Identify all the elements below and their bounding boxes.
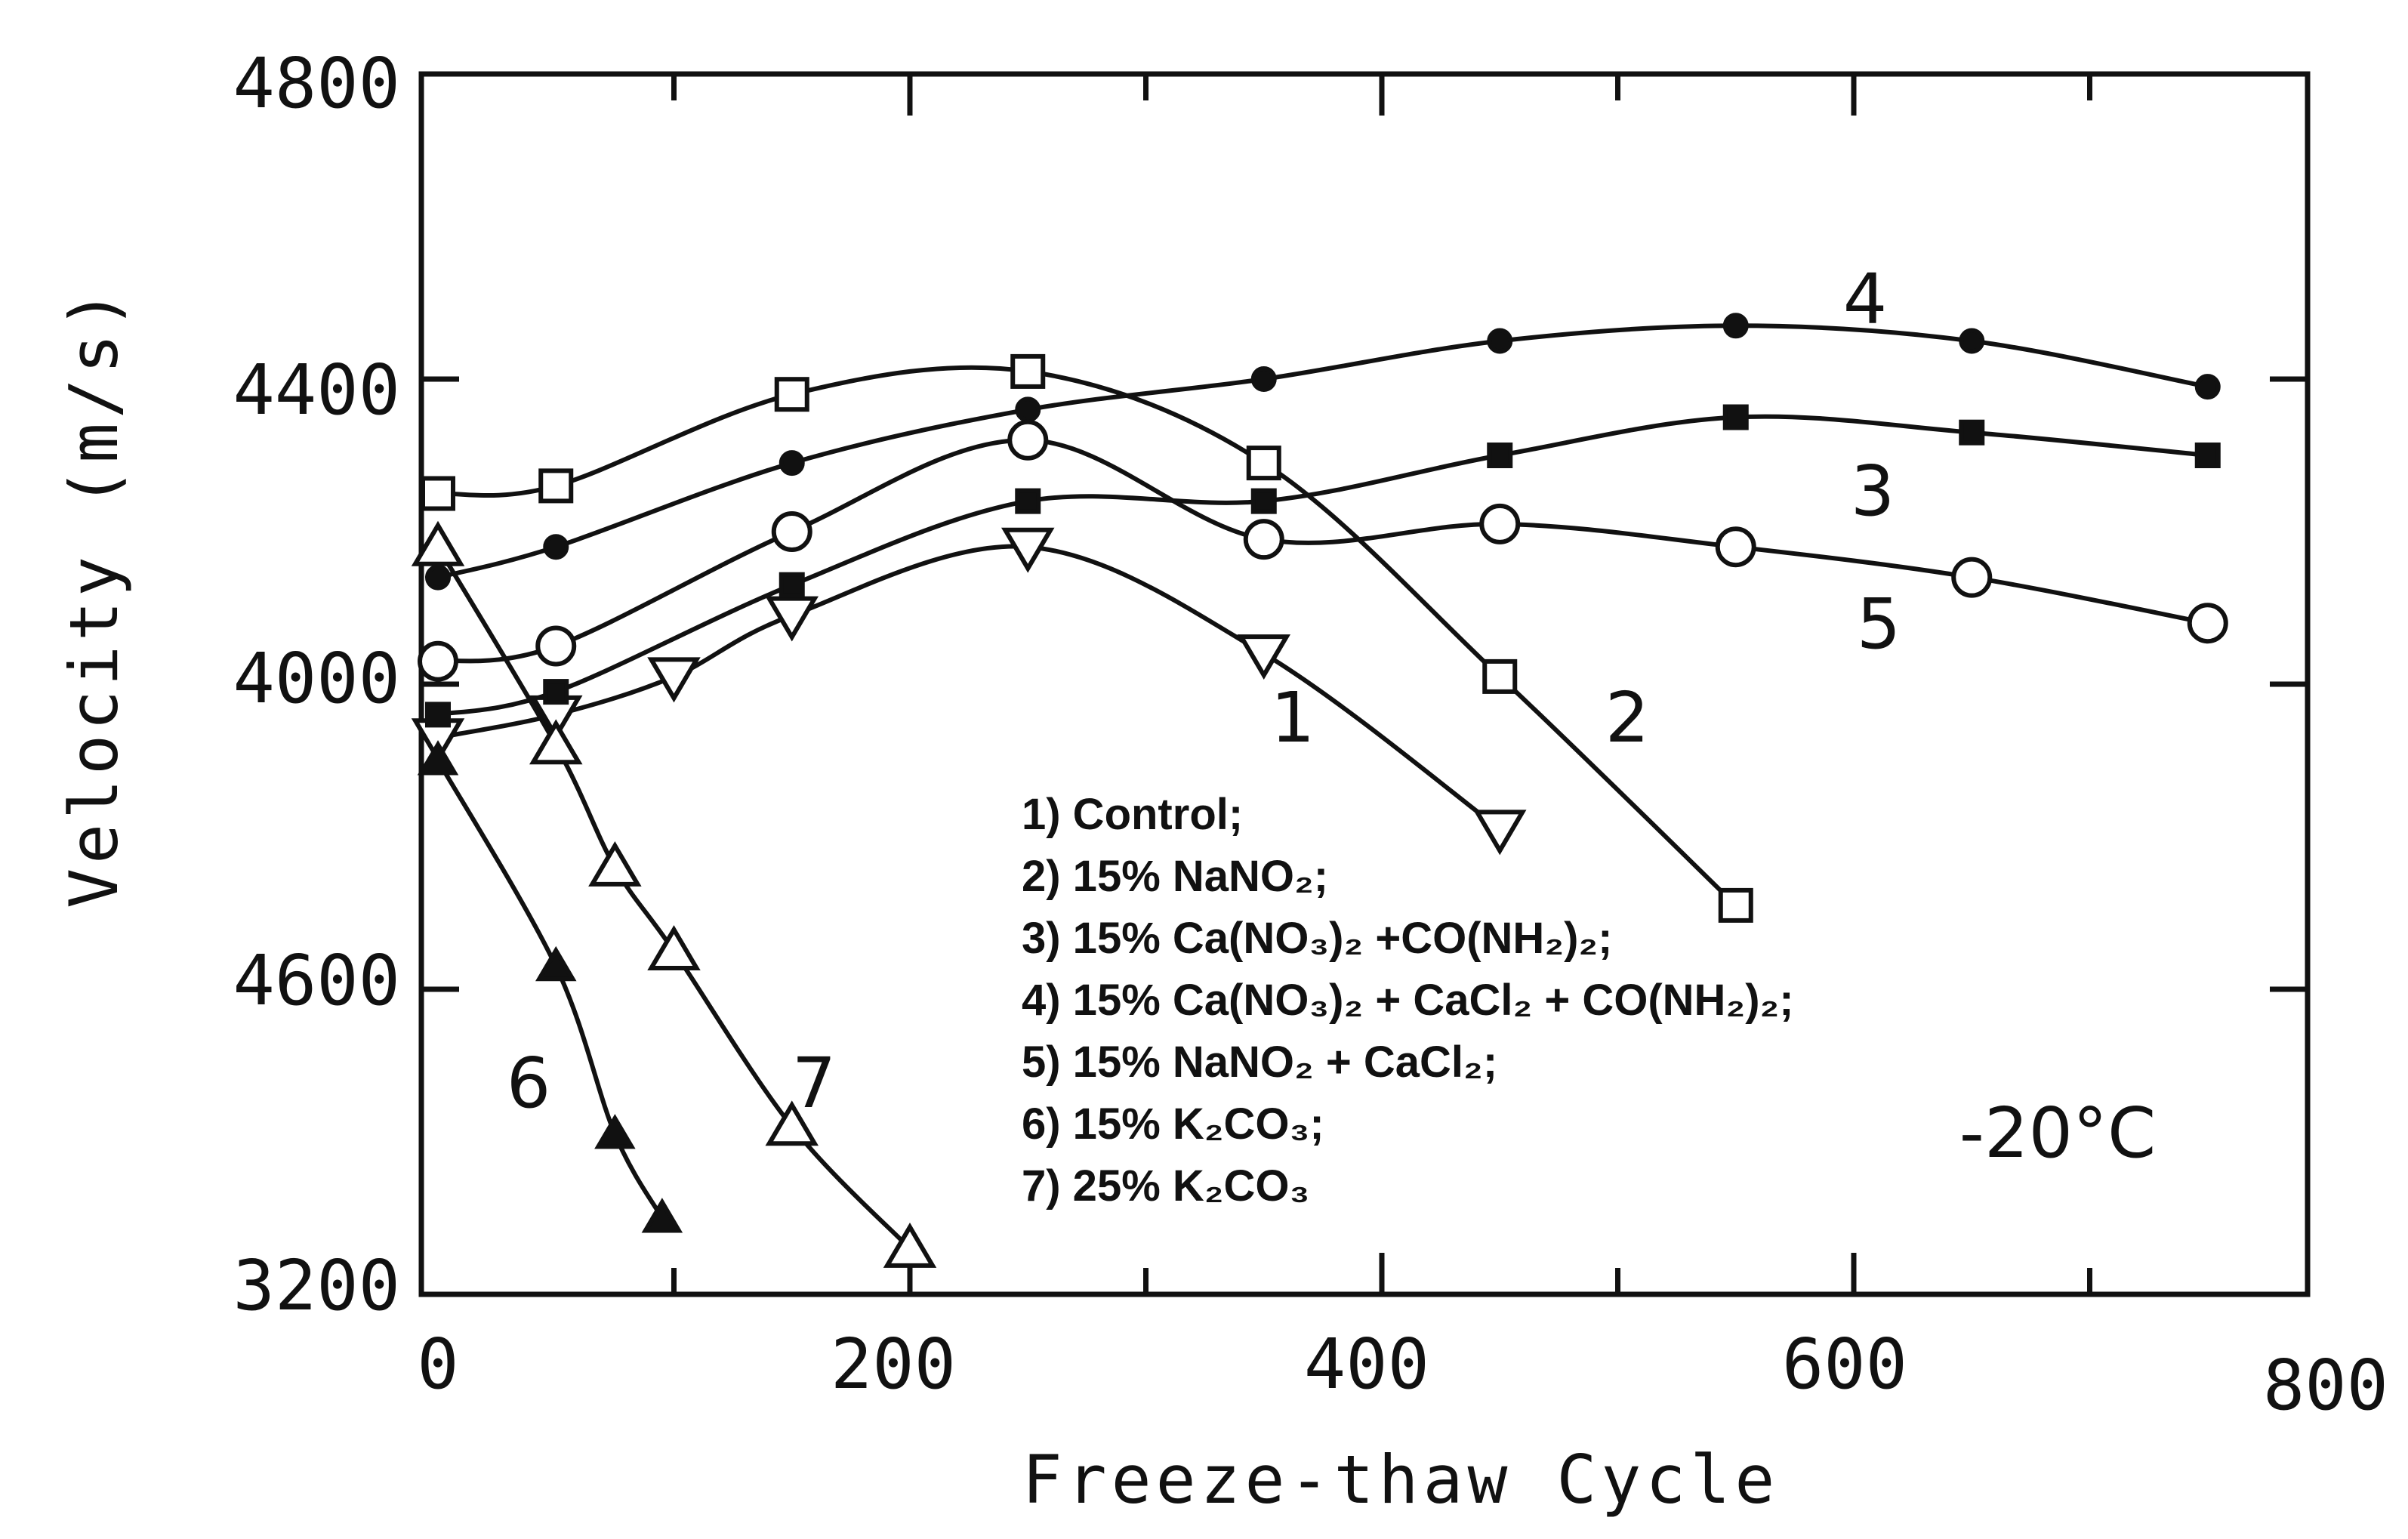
y-tick-label: 4400 bbox=[233, 350, 400, 430]
data-point-marker bbox=[2194, 374, 2221, 400]
data-point-marker bbox=[771, 511, 812, 552]
data-point-marker bbox=[647, 925, 701, 970]
y-tick-label: 4600 bbox=[233, 940, 400, 1021]
data-point-marker bbox=[594, 1114, 636, 1149]
data-point-marker bbox=[1473, 810, 1527, 856]
x-tick-label: 200 bbox=[831, 1324, 956, 1405]
data-point-marker bbox=[421, 476, 455, 511]
legend-entry: 2) 15% NaNO₂; bbox=[1022, 852, 1328, 901]
curve-label-2: 2 bbox=[1605, 677, 1650, 758]
data-point-marker bbox=[1487, 443, 1513, 468]
data-point-marker bbox=[1715, 526, 1756, 568]
data-point-marker bbox=[883, 1222, 937, 1268]
curve-label-6: 6 bbox=[507, 1043, 551, 1124]
data-point-marker bbox=[529, 719, 583, 765]
y-tick-label: 4800 bbox=[233, 43, 400, 124]
data-point-marker bbox=[1015, 488, 1041, 514]
curve-label-4: 4 bbox=[1843, 259, 1888, 340]
data-point-marker bbox=[1007, 419, 1049, 461]
data-point-marker bbox=[641, 1198, 683, 1233]
data-point-marker bbox=[1001, 527, 1055, 573]
legend-entry: 5) 15% NaNO₂ + CaCl₂; bbox=[1022, 1038, 1497, 1087]
series-line-4 bbox=[436, 323, 2210, 580]
x-tick-label: 800 bbox=[2263, 1345, 2388, 1426]
data-point-marker bbox=[1487, 328, 1513, 354]
legend-entry: 3) 15% Ca(NO₃)₂ +CO(NH₂)₂; bbox=[1022, 914, 1613, 963]
legend-entry: 4) 15% Ca(NO₃)₂ + CaCl₂ + CO(NH₂)₂; bbox=[1022, 976, 1794, 1025]
data-point-marker bbox=[417, 740, 459, 776]
data-point-marker bbox=[535, 625, 577, 667]
data-point-marker bbox=[2187, 603, 2228, 644]
curve-label-3: 3 bbox=[1851, 451, 1895, 532]
data-point-marker bbox=[1959, 328, 1985, 354]
data-point-marker bbox=[1015, 396, 1041, 423]
data-point-marker bbox=[1237, 634, 1290, 680]
legend-entry: 6) 15% K₂CO₃; bbox=[1022, 1100, 1324, 1149]
legend: 1) Control; 2) 15% NaNO₂; 3) 15% Ca(NO₃)… bbox=[1022, 790, 1794, 1211]
series-line-1 bbox=[436, 544, 1503, 831]
x-tick-label: 600 bbox=[1782, 1324, 1907, 1405]
curve-label-7: 7 bbox=[792, 1043, 837, 1124]
data-point-marker bbox=[425, 702, 451, 728]
data-point-marker bbox=[538, 468, 574, 504]
data-point-marker bbox=[1951, 557, 1993, 598]
curve-label-1: 1 bbox=[1271, 677, 1315, 758]
y-tick-label: 3200 bbox=[233, 1245, 400, 1326]
data-point-marker bbox=[543, 679, 569, 705]
series-line-3 bbox=[436, 414, 2210, 717]
x-axis-title: Freeze-thaw Cycle bbox=[1022, 1441, 1780, 1519]
data-point-marker bbox=[765, 1100, 819, 1146]
y-tick-label: 4000 bbox=[233, 638, 400, 719]
data-point-marker bbox=[1482, 658, 1518, 694]
data-point-marker bbox=[1479, 503, 1521, 544]
data-point-marker bbox=[1722, 313, 1749, 339]
data-point-marker bbox=[765, 596, 819, 642]
curve-label-5: 5 bbox=[1857, 584, 1901, 665]
x-tick-label: 0 bbox=[417, 1324, 458, 1405]
data-point-marker bbox=[543, 534, 569, 560]
data-point-marker bbox=[774, 377, 809, 412]
data-point-marker bbox=[1959, 419, 1985, 446]
data-point-marker bbox=[779, 572, 805, 598]
data-point-marker bbox=[2194, 443, 2221, 468]
data-point-marker bbox=[779, 450, 805, 477]
data-point-marker bbox=[1250, 366, 1277, 392]
data-point-marker bbox=[1250, 488, 1277, 514]
series-curves bbox=[436, 323, 2210, 1251]
x-tick-label: 400 bbox=[1304, 1324, 1429, 1405]
data-point-marker bbox=[1246, 446, 1281, 481]
temperature-annotation: -20°C bbox=[1959, 1093, 2157, 1174]
legend-entry: 1) Control; bbox=[1022, 790, 1243, 839]
data-point-marker bbox=[418, 640, 458, 682]
data-point-marker bbox=[535, 945, 577, 982]
y-axis-title: Velocity (m/s) bbox=[55, 285, 133, 908]
data-point-marker bbox=[588, 840, 642, 887]
series-line-7 bbox=[436, 544, 912, 1251]
data-point-marker bbox=[647, 657, 701, 703]
data-point-marker bbox=[411, 520, 465, 566]
data-point-marker bbox=[425, 564, 451, 591]
data-point-marker bbox=[1718, 887, 1753, 923]
data-point-marker bbox=[1722, 404, 1749, 430]
series-line-2 bbox=[436, 365, 1738, 908]
legend-entry: 7) 25% K₂CO₃ bbox=[1022, 1161, 1309, 1211]
series-markers bbox=[411, 313, 2228, 1268]
data-point-marker bbox=[1243, 519, 1284, 560]
series-line-5 bbox=[436, 437, 2210, 664]
series-line-6 bbox=[436, 758, 664, 1220]
data-point-marker bbox=[1010, 353, 1046, 389]
axis-ticks bbox=[421, 74, 2308, 1294]
